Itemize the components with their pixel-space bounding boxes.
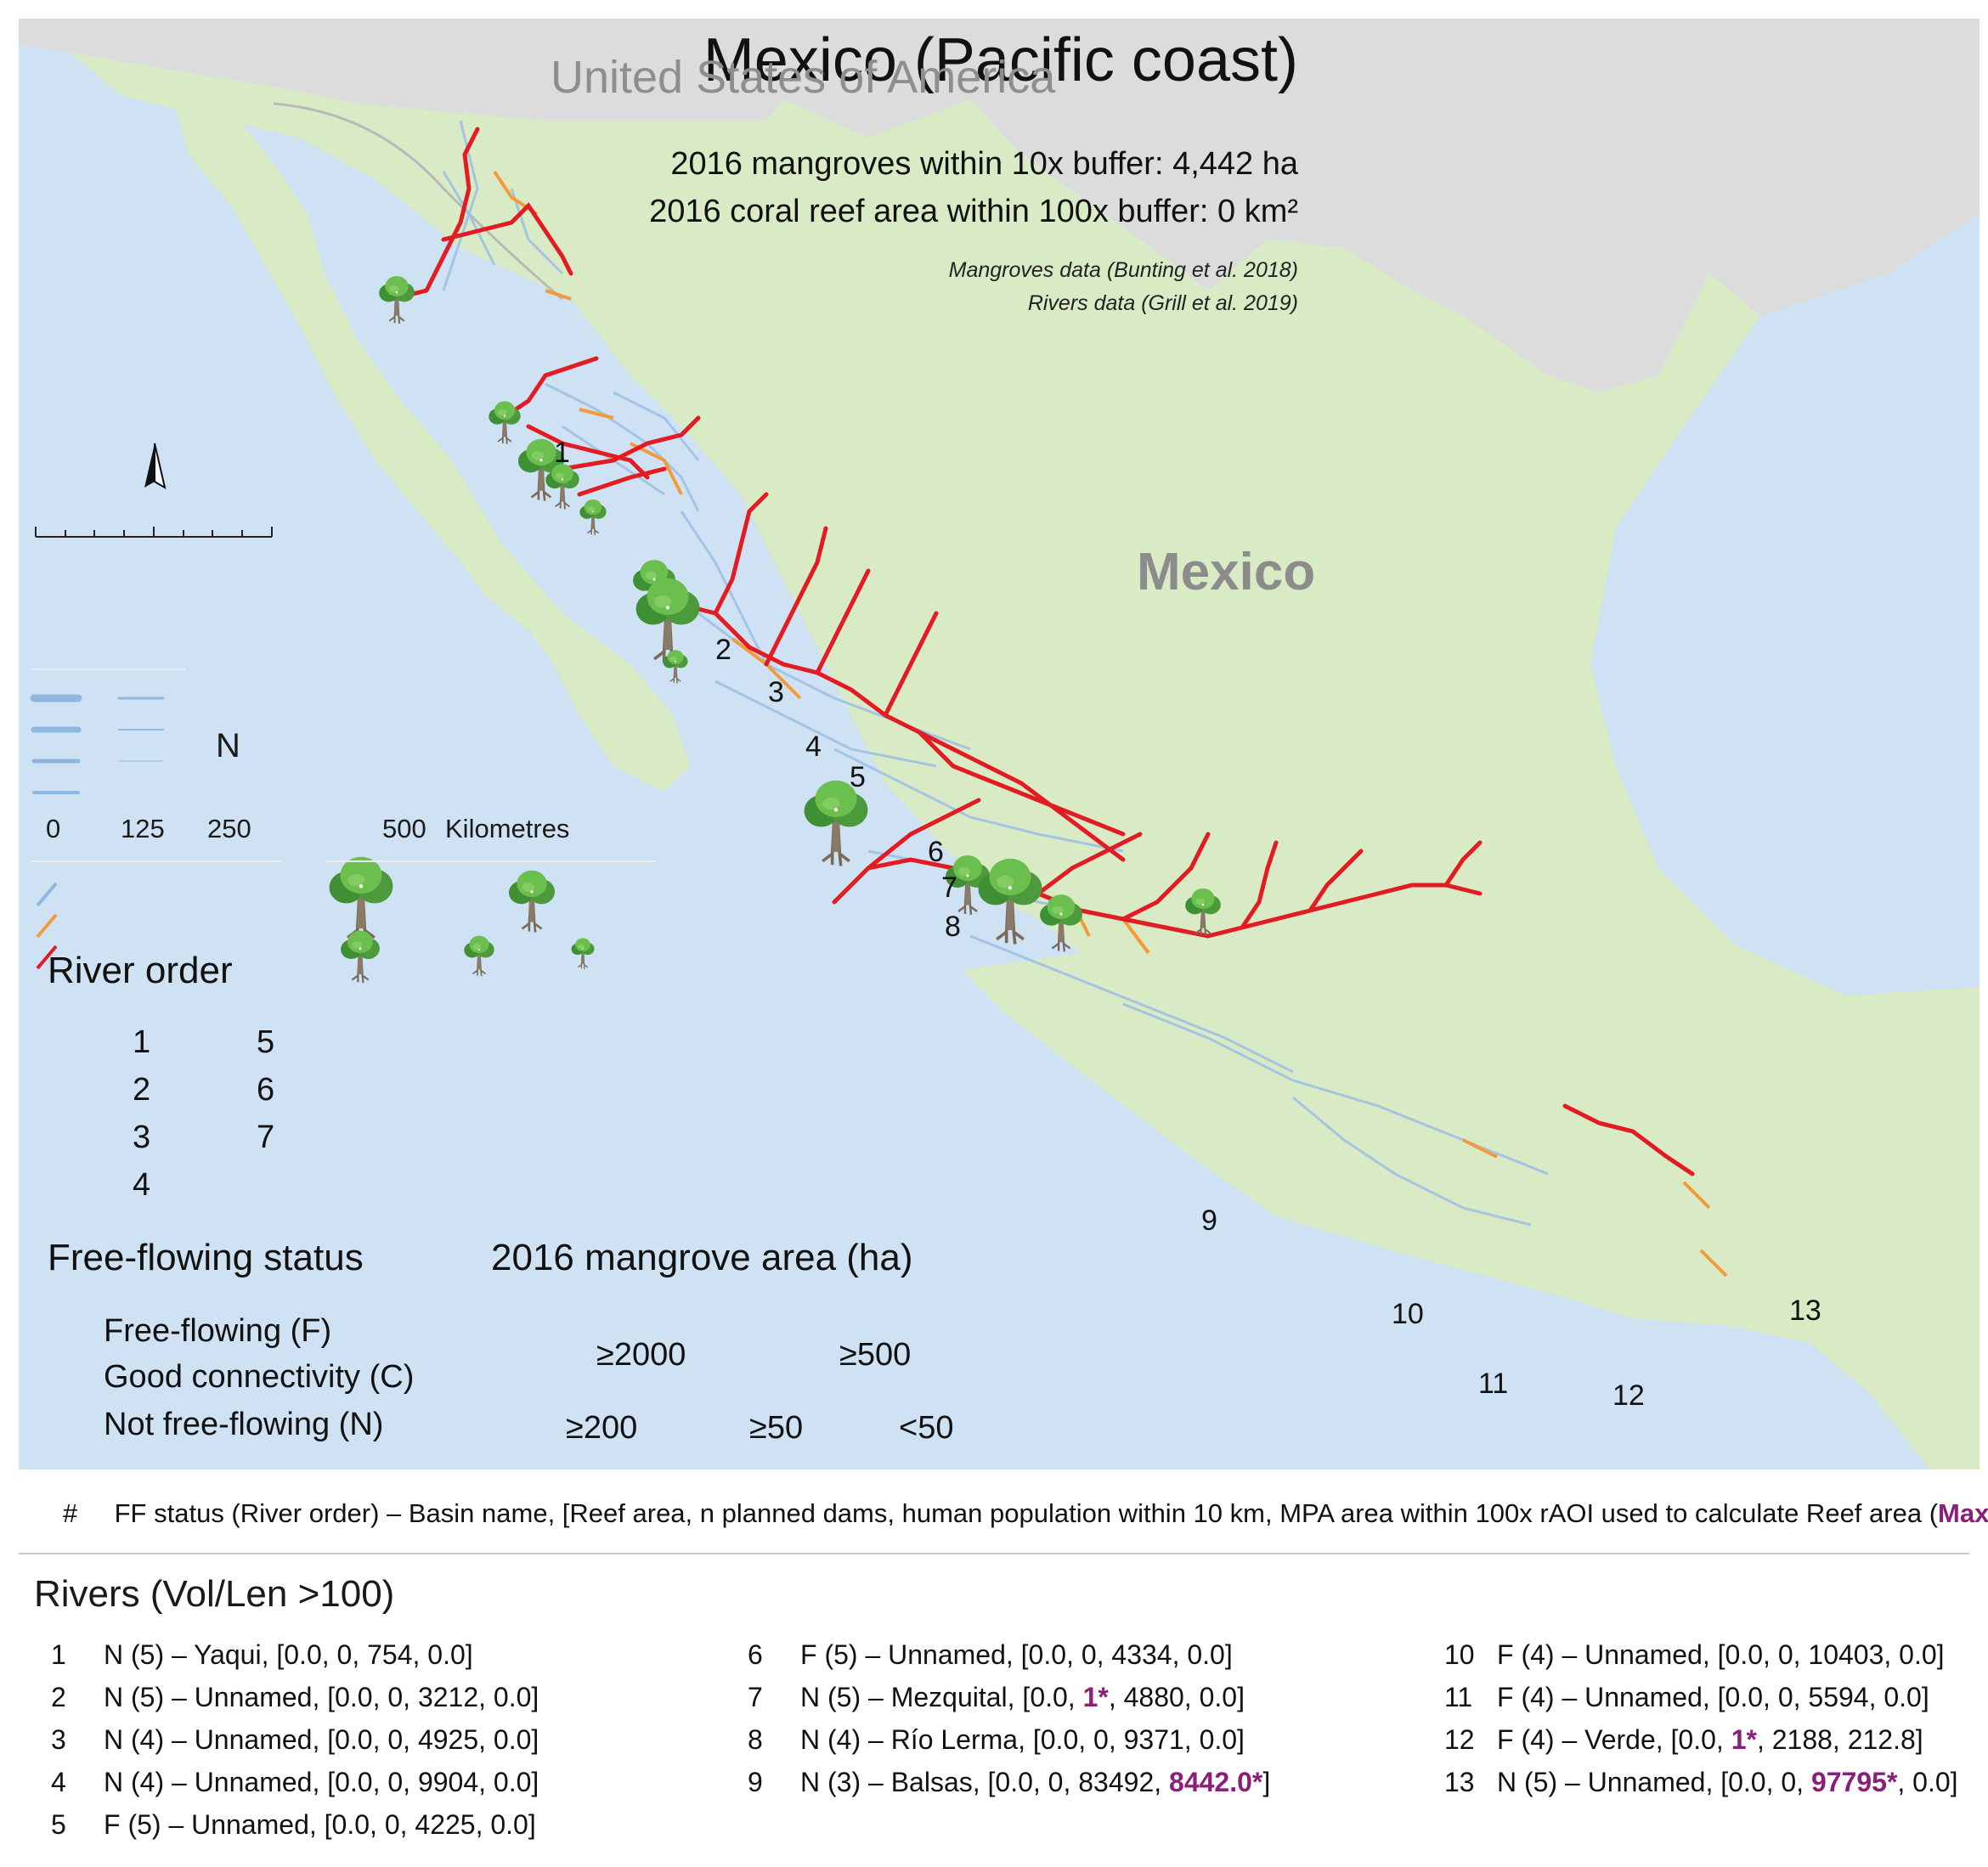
scale-tick-125: 125 [121, 814, 165, 843]
usa-label: United States of America [551, 52, 1056, 103]
mexico-label: Mexico [1137, 543, 1316, 601]
scale-tick-250: 250 [207, 814, 251, 843]
site-number: 2 [715, 634, 731, 666]
site-number: 1 [554, 437, 570, 469]
scale-unit: Kilometres [445, 814, 570, 843]
site-number: 11 [1478, 1368, 1509, 1400]
river-row-12: 12 F (4) – Verde, [0.0, 1*, 2188, 212.8] [1444, 1724, 1923, 1755]
river-row-13: 13 N (5) – Unnamed, [0.0, 0, 97795*, 0.0] [1444, 1767, 1958, 1797]
ff-item-good: Good connectivity (C) [104, 1359, 415, 1395]
river-order-7: 7 [257, 1120, 275, 1155]
mangrove-citation: Mangroves data (Bunting et al. 2018) [948, 258, 1298, 282]
key-divider [19, 1553, 1969, 1554]
site-number: 3 [768, 676, 784, 708]
site-number: 4 [805, 730, 822, 763]
key-hash: # [63, 1498, 78, 1528]
site-number: 13 [1789, 1294, 1821, 1327]
map-title: Mexico (Pacific coast) [703, 26, 1298, 94]
key-max: Max* [1938, 1498, 1988, 1528]
mangrove-class-2000: ≥2000 [596, 1337, 686, 1373]
river-order-1: 1 [133, 1024, 151, 1060]
river-order-6: 6 [257, 1072, 275, 1108]
site-number: 5 [850, 761, 866, 793]
key-text: FF status (River order) – Basin name, [R… [114, 1498, 1939, 1528]
mangrove-class-lt50: <50 [899, 1410, 954, 1446]
river-citation: Rivers data (Grill et al. 2019) [1027, 291, 1298, 315]
north-label: N [216, 727, 240, 764]
mangrove-area-title: 2016 mangrove area (ha) [491, 1237, 913, 1278]
rivers-title: Rivers (Vol/Len >100) [34, 1573, 395, 1615]
river-order-2: 2 [133, 1072, 151, 1108]
north-arrow-icon [144, 443, 167, 490]
site-number: 8 [945, 911, 961, 943]
mangrove-class-200: ≥200 [566, 1410, 638, 1446]
key-line: # FF status (River order) – Basin name, … [63, 1498, 1988, 1529]
mangrove-class-50: ≥50 [749, 1410, 804, 1446]
site-number: 9 [1201, 1204, 1217, 1237]
site-number: 10 [1392, 1298, 1424, 1330]
site-number: 12 [1612, 1379, 1645, 1412]
river-row-11: 11 F (4) – Unnamed, [0.0, 0, 5594, 0.0] [1444, 1682, 1929, 1712]
river-order-5: 5 [257, 1024, 275, 1060]
site-number: 6 [928, 836, 944, 868]
ff-item-free: Free-flowing (F) [104, 1313, 332, 1349]
river-order-3: 3 [133, 1120, 151, 1155]
mangrove-class-500: ≥500 [839, 1337, 912, 1373]
river-order-4: 4 [133, 1167, 151, 1203]
river-order-title: River order [48, 950, 233, 991]
map-panel [19, 19, 1980, 1469]
ff-item-not: Not free-flowing (N) [104, 1407, 384, 1442]
scale-tick-0: 0 [46, 814, 61, 843]
mangrove-stat: 2016 mangroves within 10x buffer: 4,442 … [670, 146, 1298, 182]
river-row-10: 10 F (4) – Unnamed, [0.0, 0, 10403, 0.0] [1444, 1639, 1945, 1670]
scale-tick-500: 500 [382, 814, 426, 843]
ff-status-title: Free-flowing status [48, 1237, 364, 1278]
coral-stat: 2016 coral reef area within 100x buffer:… [649, 194, 1298, 229]
site-number: 7 [941, 871, 957, 904]
